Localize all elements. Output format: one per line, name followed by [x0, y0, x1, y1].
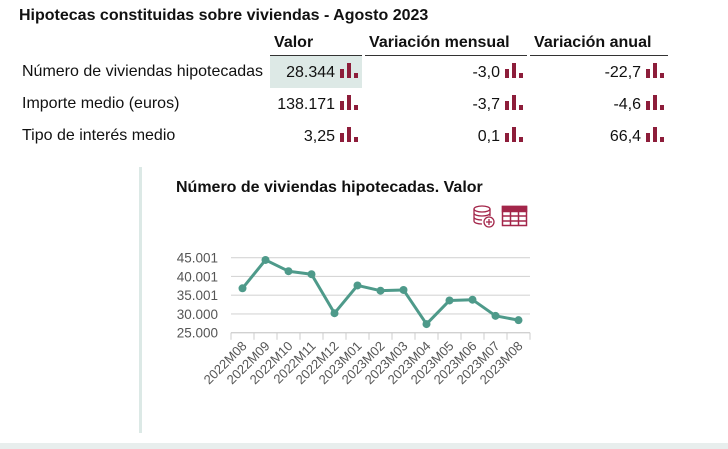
table-row: Importe medio (euros) 138.171 -3,7 -4,6	[17, 88, 668, 120]
mensual-text: -3,0	[472, 63, 501, 81]
bar-chart-icon[interactable]	[340, 126, 359, 142]
row-label: Importe medio (euros)	[22, 95, 180, 112]
cell-valor[interactable]: 3,25	[270, 120, 362, 152]
anual-text: -22,7	[604, 63, 642, 81]
bar-chart-icon[interactable]	[340, 94, 359, 110]
bar-chart-icon[interactable]	[646, 62, 665, 78]
cell-anual[interactable]: 66,4	[530, 120, 668, 152]
bar-chart-icon[interactable]	[505, 126, 524, 142]
data-point	[238, 284, 247, 293]
anual-text: -4,6	[613, 95, 642, 113]
data-point	[376, 286, 385, 295]
data-point	[514, 316, 523, 325]
data-point	[399, 285, 408, 294]
row-label: Tipo de interés medio	[22, 127, 176, 144]
data-point	[468, 295, 477, 304]
chart-title: Número de viviendas hipotecadas. Valor	[176, 179, 483, 196]
bar-chart-icon[interactable]	[340, 62, 359, 78]
header-mensual: Variación mensual	[365, 32, 528, 56]
cell-valor[interactable]: 138.171	[270, 88, 362, 120]
data-point	[422, 320, 431, 329]
valor-text: 3,25	[303, 127, 336, 145]
bar-chart-icon[interactable]	[646, 94, 665, 110]
bar-chart-icon[interactable]	[505, 94, 524, 110]
data-point	[445, 296, 454, 305]
y-tick-label: 40.001	[177, 269, 218, 284]
y-tick-label: 30.000	[177, 307, 218, 322]
mensual-text: 0,1	[477, 127, 501, 145]
cell-anual[interactable]: -22,7	[530, 56, 668, 88]
database-add-icon[interactable]	[473, 205, 495, 228]
mensual-text: -3,7	[472, 95, 501, 113]
data-point	[330, 309, 339, 318]
cell-valor[interactable]: 28.344	[270, 56, 363, 88]
header-anual: Variación anual	[530, 32, 669, 56]
table-row: Tipo de interés medio 3,25 0,1 66,4	[17, 120, 668, 152]
footer-strip	[0, 443, 728, 449]
data-point	[261, 255, 270, 264]
cell-mensual[interactable]: -3,7	[365, 88, 527, 120]
data-point	[353, 281, 362, 290]
valor-text: 138.171	[277, 95, 336, 113]
chart-panel-border	[139, 167, 142, 433]
data-point	[307, 270, 316, 279]
cell-mensual[interactable]: -3,0	[365, 56, 527, 88]
summary-table: Valor Variación mensual Variación anual …	[14, 32, 671, 152]
table-row: Número de viviendas hipotecadas 28.344 -…	[17, 56, 668, 88]
data-point	[284, 267, 293, 276]
bar-chart-icon[interactable]	[505, 62, 524, 78]
cell-anual[interactable]: -4,6	[530, 88, 668, 120]
row-label: Número de viviendas hipotecadas	[22, 63, 264, 80]
valor-text: 28.344	[286, 63, 336, 81]
cell-mensual[interactable]: 0,1	[365, 120, 527, 152]
data-point	[491, 311, 500, 320]
bar-chart-icon[interactable]	[646, 126, 665, 142]
y-tick-label: 35.001	[177, 288, 218, 303]
anual-text: 66,4	[609, 127, 642, 145]
y-tick-label: 45.001	[177, 251, 218, 266]
y-tick-label: 25.000	[177, 326, 218, 341]
page-title: Hipotecas constituidas sobre viviendas -…	[19, 7, 429, 24]
table-icon[interactable]	[501, 205, 528, 227]
header-valor: Valor	[270, 32, 363, 56]
